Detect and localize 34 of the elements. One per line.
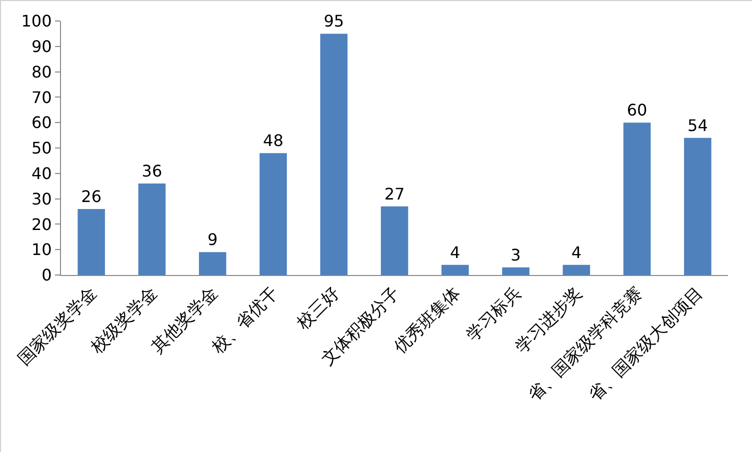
bar xyxy=(138,184,166,275)
bar xyxy=(320,34,348,275)
y-tick-label: 90 xyxy=(31,37,52,56)
y-tick-label: 50 xyxy=(31,138,52,158)
data-label: 26 xyxy=(81,186,102,206)
y-tick-label: 30 xyxy=(31,189,52,208)
y-tick-label: 0 xyxy=(42,266,52,285)
y-tick-label: 100 xyxy=(21,12,52,31)
bar xyxy=(562,264,590,275)
data-label: 4 xyxy=(450,242,460,262)
y-tick-label: 70 xyxy=(31,88,52,107)
bar xyxy=(380,206,408,275)
data-label: 60 xyxy=(626,100,648,120)
y-tick-label: 80 xyxy=(31,62,52,82)
bar xyxy=(78,208,105,275)
bar xyxy=(623,122,651,275)
y-tick-label: 40 xyxy=(31,164,52,183)
data-label: 48 xyxy=(263,131,284,150)
data-label: 27 xyxy=(384,184,405,204)
data-label: 54 xyxy=(688,116,708,135)
bar xyxy=(684,138,712,275)
bar xyxy=(502,267,530,275)
data-label: 36 xyxy=(142,162,162,181)
y-tick-label: 60 xyxy=(31,113,52,132)
data-label: 9 xyxy=(207,230,218,250)
bar xyxy=(198,252,226,275)
x-tick-label: 校三好 xyxy=(292,283,344,334)
bar xyxy=(441,264,469,275)
y-tick-label: 10 xyxy=(31,240,52,260)
data-label: 4 xyxy=(571,242,582,262)
bar xyxy=(260,153,287,275)
data-label: 95 xyxy=(324,12,344,31)
data-label: 3 xyxy=(510,245,521,264)
y-tick-label: 20 xyxy=(31,214,52,234)
